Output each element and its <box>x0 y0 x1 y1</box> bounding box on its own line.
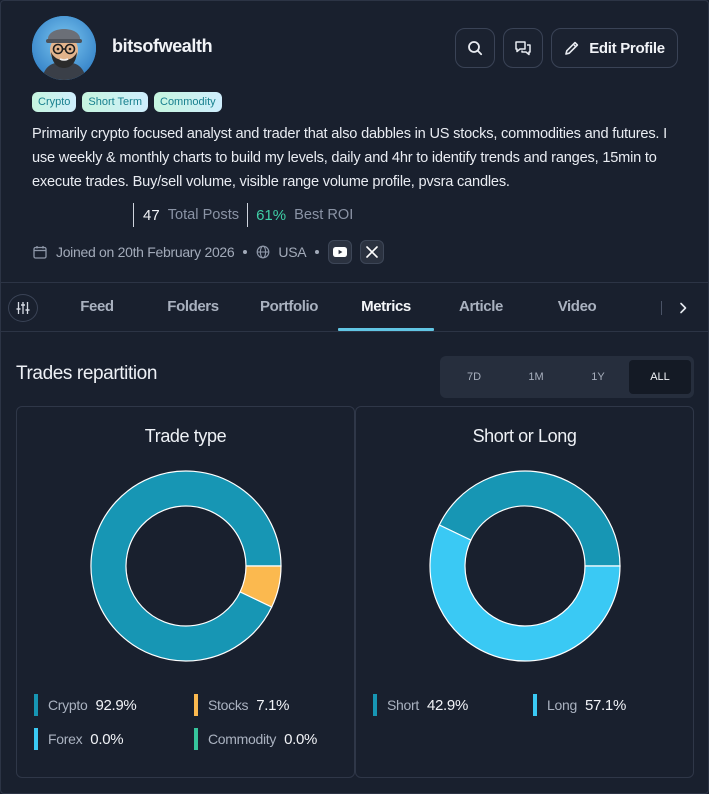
legend-long: Long 57.1% <box>533 694 626 716</box>
active-tab-indicator <box>338 328 434 331</box>
tag-list: Crypto Short Term Commodity <box>32 92 222 112</box>
tab-metrics[interactable]: Metrics <box>361 298 411 315</box>
range-7d[interactable]: 7D <box>466 371 482 383</box>
stat-divider <box>247 203 249 227</box>
chat-icon <box>515 41 531 56</box>
section-title: Trades repartition <box>16 363 157 384</box>
trade-type-donut <box>90 470 282 662</box>
tag-crypto[interactable]: Crypto <box>32 92 77 112</box>
chart-title: Trade type <box>144 426 227 446</box>
legend-label: Short <box>387 697 419 713</box>
bio-text: Primarily crypto focused analyst and tra… <box>32 126 668 191</box>
tab-video[interactable]: Video <box>557 298 597 315</box>
legend-value: 7.1% <box>256 696 290 714</box>
chevron-right-icon <box>680 302 687 314</box>
donut-slice-crypto[interactable] <box>90 470 282 662</box>
legend-label: Stocks <box>208 697 249 713</box>
tag-short-term[interactable]: Short Term <box>82 92 148 112</box>
legend-swatch <box>373 694 377 716</box>
legend-forex: Forex 0.0% <box>34 728 124 750</box>
legend-value: 42.9% <box>426 696 469 714</box>
best-roi-label: Best ROI <box>294 207 354 223</box>
tab-scroll-divider <box>661 301 662 315</box>
tabs-divider <box>0 282 709 283</box>
legend-short: Short 42.9% <box>373 694 468 716</box>
legend-value: 0.0% <box>90 730 124 748</box>
country: USA <box>278 244 307 260</box>
range-1y[interactable]: 1Y <box>591 371 605 383</box>
donut-slice-short[interactable] <box>438 470 621 567</box>
profile-stats: 47 Total Posts 61% Best ROI <box>133 203 361 227</box>
edit-profile-label: Edit Profile <box>589 39 665 57</box>
tabs-bottom-divider <box>0 331 709 332</box>
tab-folders[interactable]: Folders <box>167 298 219 315</box>
short-long-card: Short or Long Short 42.9% Long 57.1% <box>355 406 694 778</box>
best-roi-value: 61% <box>256 206 287 224</box>
range-selector: 7D 1M 1Y ALL <box>440 356 694 398</box>
legend-swatch <box>34 694 38 716</box>
filter-button[interactable] <box>8 294 38 322</box>
x-icon <box>366 246 379 258</box>
range-1m[interactable]: 1M <box>528 371 544 383</box>
legend-label: Forex <box>48 731 83 747</box>
pencil-icon <box>565 41 579 55</box>
legend-crypto: Crypto 92.9% <box>34 694 137 716</box>
legend-swatch <box>533 694 537 716</box>
search-icon <box>468 41 483 56</box>
avatar[interactable] <box>32 16 96 80</box>
legend-swatch <box>194 728 198 750</box>
separator-dot <box>243 250 248 254</box>
legend-stocks: Stocks 7.1% <box>194 694 290 716</box>
messages-button[interactable] <box>503 28 543 68</box>
profile-meta: Joined on 20th February 2026 USA <box>33 240 392 264</box>
youtube-link[interactable] <box>328 240 353 264</box>
donut-slice-stocks[interactable] <box>239 565 282 608</box>
legend-label: Commodity <box>208 731 277 747</box>
sliders-icon <box>16 302 30 314</box>
legend-swatch <box>34 728 38 750</box>
x-link[interactable] <box>360 240 385 264</box>
search-button[interactable] <box>455 28 495 68</box>
globe-icon <box>257 245 270 259</box>
legend-value: 57.1% <box>584 696 626 714</box>
separator-dot <box>315 250 320 254</box>
tab-feed[interactable]: Feed <box>80 298 114 315</box>
short-long-donut <box>429 470 621 662</box>
chart-title: Short or Long <box>472 426 577 446</box>
total-posts-label: Total Posts <box>167 207 240 223</box>
joined-date: Joined on 20th February 2026 <box>56 244 235 260</box>
legend-label: Crypto <box>48 697 88 713</box>
edit-profile-button[interactable]: Edit Profile <box>551 28 678 68</box>
trade-type-card: Trade type Crypto 92.9% Stocks 7.1% Fore… <box>16 406 355 778</box>
calendar-icon <box>33 246 47 259</box>
legend-swatch <box>194 694 198 716</box>
legend-value: 92.9% <box>95 696 137 714</box>
tag-commodity[interactable]: Commodity <box>154 92 222 112</box>
username: bitsofwealth <box>112 36 213 56</box>
donut-slice-long[interactable] <box>429 524 621 662</box>
legend-value: 0.0% <box>284 730 318 748</box>
range-all[interactable]: ALL <box>629 360 691 394</box>
tab-portfolio[interactable]: Portfolio <box>259 298 319 315</box>
tab-article[interactable]: Article <box>459 298 503 315</box>
stat-divider <box>133 203 134 227</box>
youtube-icon <box>333 247 348 257</box>
legend-label: Long <box>547 697 577 713</box>
tabs-next-button[interactable] <box>674 298 692 318</box>
legend-commodity: Commodity 0.0% <box>194 728 317 750</box>
total-posts-value: 47 <box>143 206 160 224</box>
